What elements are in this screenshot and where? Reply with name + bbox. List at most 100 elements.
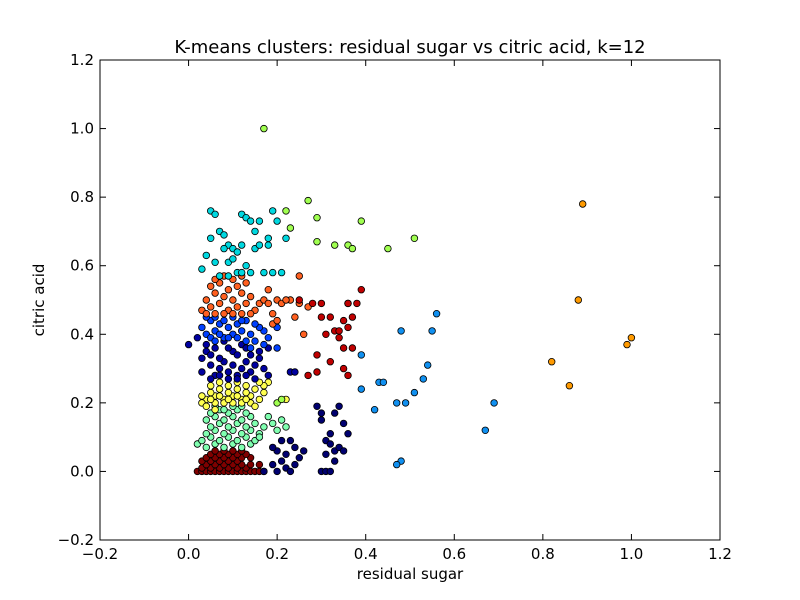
- data-point: [339, 316, 348, 325]
- data-point: [260, 124, 268, 133]
- data-point: [224, 272, 233, 280]
- data-point: [224, 334, 233, 342]
- data-point: [224, 286, 233, 294]
- data-point: [246, 351, 255, 359]
- data-point: [317, 409, 326, 417]
- data-point: [251, 375, 259, 383]
- data-point: [317, 313, 326, 321]
- data-point: [251, 227, 259, 236]
- data-point: [313, 402, 321, 410]
- data-point: [233, 303, 241, 311]
- data-point: [220, 292, 228, 301]
- data-point: [206, 361, 215, 369]
- data-point: [331, 409, 339, 417]
- data-point: [242, 382, 250, 390]
- data-point: [326, 358, 334, 366]
- data-point: [202, 310, 210, 318]
- data-point: [277, 457, 286, 465]
- data-point: [206, 375, 215, 383]
- data-point: [410, 234, 419, 242]
- data-point: [282, 423, 290, 431]
- data-point: [215, 364, 224, 373]
- cluster-6-points: [198, 272, 312, 338]
- data-point: [224, 382, 233, 390]
- chart-title: K-means clusters: residual sugar vs citr…: [174, 37, 645, 58]
- cluster-11-points: [357, 310, 498, 469]
- points-layer: [184, 124, 636, 476]
- data-point: [424, 361, 432, 369]
- data-point: [397, 327, 405, 335]
- data-point: [211, 210, 219, 218]
- data-point: [202, 296, 210, 304]
- data-point: [242, 337, 250, 345]
- y-tick-label: 0.2: [70, 394, 94, 412]
- data-point: [574, 296, 582, 304]
- data-point: [353, 299, 361, 308]
- data-point: [260, 423, 268, 431]
- data-point: [326, 313, 334, 321]
- axis-ticks: −0.2 0.0 0.2 0.4 0.6 0.8 1.0 1.2 −0.2 0.0 0.2 0.4 0.…: [58, 51, 732, 563]
- data-point: [242, 299, 250, 308]
- data-point: [198, 436, 206, 445]
- data-point: [242, 279, 250, 287]
- data-point: [220, 416, 228, 424]
- y-tick-label: −0.2: [58, 531, 94, 549]
- data-point: [322, 330, 330, 338]
- cluster-2-points: [193, 402, 290, 452]
- data-point: [277, 416, 286, 424]
- data-point: [264, 241, 272, 249]
- data-point: [282, 450, 290, 458]
- data-point: [308, 299, 317, 308]
- data-point: [220, 406, 228, 414]
- data-point: [344, 371, 352, 380]
- data-point: [291, 460, 299, 469]
- data-point: [202, 251, 210, 260]
- data-point: [215, 330, 224, 338]
- x-tick-label: 1.0: [619, 545, 643, 563]
- data-point: [220, 430, 228, 438]
- data-point: [286, 467, 295, 476]
- data-point: [233, 436, 241, 445]
- x-tick-label: 1.2: [708, 545, 732, 563]
- data-point: [242, 358, 250, 366]
- data-point: [206, 234, 215, 242]
- data-point: [344, 299, 352, 308]
- data-point: [357, 351, 365, 359]
- data-point: [339, 364, 348, 373]
- data-point: [428, 327, 436, 335]
- data-point: [220, 231, 228, 239]
- data-point: [224, 368, 233, 376]
- data-point: [313, 368, 321, 376]
- data-point: [300, 330, 308, 338]
- x-tick-label: 0.2: [265, 545, 289, 563]
- data-point: [264, 412, 272, 421]
- data-point: [277, 395, 286, 404]
- data-point: [206, 351, 215, 359]
- data-point: [282, 207, 290, 215]
- data-point: [348, 313, 357, 321]
- data-point: [255, 354, 264, 362]
- data-point: [335, 402, 343, 410]
- data-point: [393, 460, 401, 469]
- data-point: [370, 406, 379, 414]
- data-point: [317, 299, 326, 308]
- y-tick-label: 0.8: [70, 188, 94, 206]
- data-point: [198, 265, 206, 273]
- data-point: [260, 388, 268, 397]
- data-point: [255, 347, 264, 356]
- data-point: [317, 416, 326, 424]
- x-tick-label: 0.0: [177, 545, 201, 563]
- data-point: [246, 292, 255, 301]
- data-point: [202, 402, 210, 410]
- y-tick-label: 0.6: [70, 257, 94, 275]
- cluster-5-points: [198, 313, 281, 352]
- data-point: [269, 443, 277, 452]
- data-point: [237, 443, 246, 452]
- data-point: [229, 361, 237, 369]
- data-point: [229, 296, 237, 304]
- data-point: [206, 423, 215, 431]
- data-point: [565, 382, 574, 390]
- data-point: [384, 244, 392, 253]
- data-point: [215, 436, 224, 445]
